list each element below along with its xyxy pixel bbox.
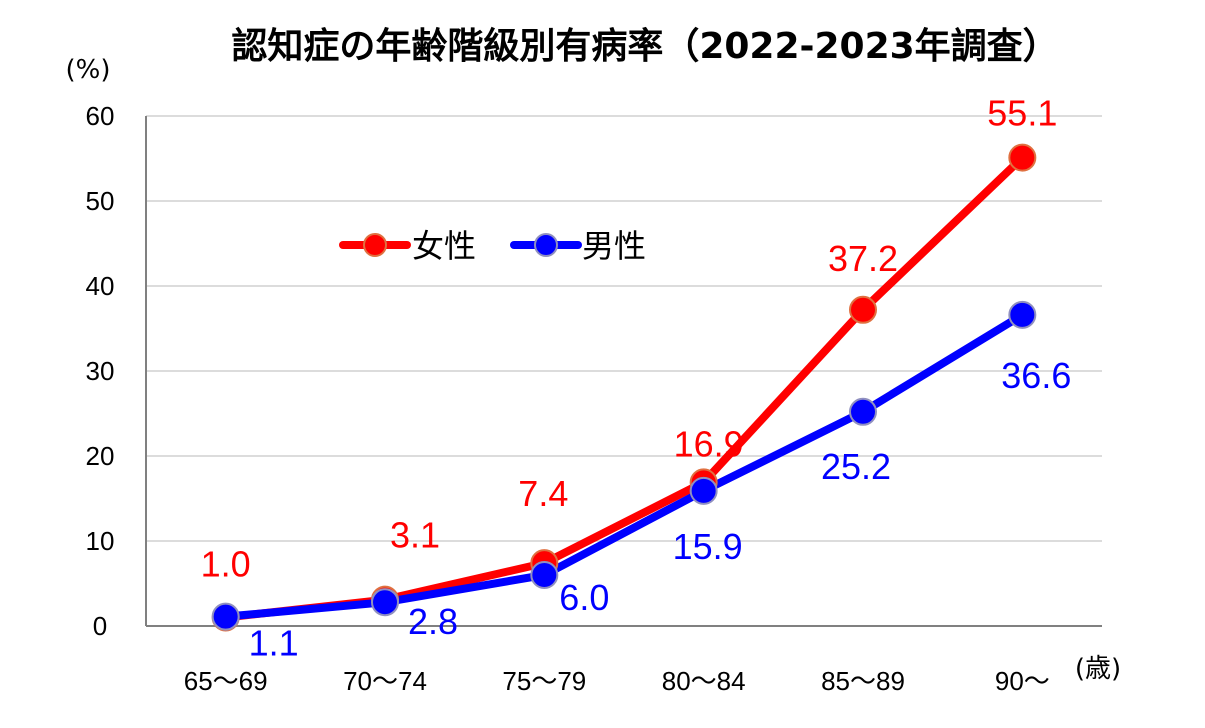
- legend-label: 女性: [412, 227, 476, 265]
- data-label: 1.1: [249, 623, 299, 664]
- data-label: 16.9: [674, 423, 744, 464]
- axes: [145, 116, 1102, 627]
- y-tick-label: 40: [86, 271, 115, 301]
- x-tick-label: 80～84: [662, 666, 746, 696]
- y-tick-label: 0: [93, 611, 107, 641]
- data-label: 7.4: [518, 473, 568, 514]
- data-point: [530, 561, 559, 589]
- y-axis-unit: (%): [66, 55, 111, 85]
- chart-title: 認知症の年齢階級別有病率（2022-2023年調査）: [231, 26, 1058, 67]
- y-tick-label: 30: [86, 356, 115, 386]
- data-label: 36.6: [1001, 355, 1071, 396]
- data-label: 2.8: [408, 601, 458, 642]
- legend: 女性 男性: [339, 227, 646, 265]
- x-axis-unit: (歳): [1075, 654, 1121, 684]
- data-label: 37.2: [828, 238, 898, 279]
- gridlines: [146, 115, 1102, 542]
- data-label: 55.1: [987, 93, 1057, 134]
- x-tick-label: 90～: [995, 666, 1050, 696]
- data-label: 15.9: [673, 526, 743, 567]
- y-axis-ticks: 0 10 20 30 40 50 60: [86, 101, 115, 641]
- x-tick-label: 70～74: [343, 666, 427, 696]
- legend-marker: [363, 233, 387, 257]
- legend-marker: [534, 233, 558, 257]
- y-tick-label: 10: [86, 526, 115, 556]
- y-tick-label: 60: [86, 101, 115, 131]
- data-point: [1008, 143, 1037, 172]
- data-label: 25.2: [821, 446, 891, 487]
- data-point: [371, 588, 399, 617]
- series-group: [211, 143, 1037, 632]
- data-point: [849, 397, 877, 426]
- x-axis-ticks: 65～69 70～74 75～79 80～84 85～89 90～: [184, 666, 1050, 696]
- data-point: [689, 476, 718, 505]
- data-point: [849, 295, 877, 324]
- series-line-male: [221, 310, 1027, 621]
- x-tick-label: 75～79: [502, 666, 586, 696]
- data-label: 1.0: [201, 544, 251, 585]
- data-point: [1008, 300, 1037, 329]
- x-tick-label: 65～69: [184, 666, 268, 696]
- legend-label: 男性: [582, 227, 646, 265]
- y-tick-label: 50: [86, 186, 115, 216]
- data-point: [211, 602, 240, 631]
- y-tick-label: 20: [86, 441, 115, 471]
- data-labels: 1.0 3.1 7.4 16.9 37.2 55.1 1.1 2.8 6.0 15.9 25.2 36…: [201, 93, 1072, 664]
- x-tick-label: 85～89: [821, 666, 905, 696]
- data-label: 3.1: [390, 515, 440, 556]
- data-label: 6.0: [559, 577, 609, 618]
